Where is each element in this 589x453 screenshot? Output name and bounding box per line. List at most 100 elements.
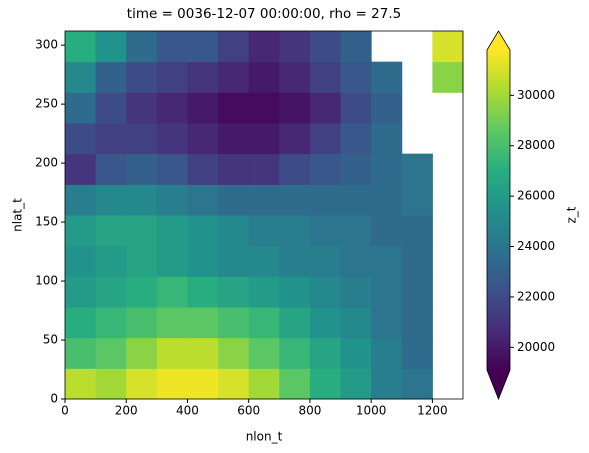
heatmap-cell <box>218 61 250 93</box>
heatmap-cell <box>340 215 372 247</box>
heatmap-cell <box>309 31 342 63</box>
heatmap-cell <box>156 337 188 369</box>
heatmap-cell <box>65 245 97 277</box>
heatmap-cell <box>279 276 311 308</box>
x-tick-label: 400 <box>176 404 199 418</box>
heatmap-cell <box>248 307 280 339</box>
chart-title: time = 0036-12-07 00:00:00, rho = 27.5 <box>127 6 401 22</box>
colorbar-tick-label: 22000 <box>517 289 555 303</box>
heatmap-cell <box>340 184 372 216</box>
heatmap-cell <box>309 307 342 339</box>
heatmap-cell <box>340 31 372 63</box>
heatmap-cell <box>371 245 403 277</box>
heatmap-cell <box>126 215 158 247</box>
heatmap-cell <box>126 61 158 93</box>
y-tick-label: 200 <box>35 156 58 170</box>
heatmap-cell <box>65 368 97 400</box>
heatmap-cell <box>248 368 280 400</box>
x-axis-label: nlon_t <box>246 430 283 444</box>
heatmap-cell <box>371 123 403 155</box>
x-tick-label: 1200 <box>417 404 448 418</box>
colorbar-extend-top <box>487 31 510 50</box>
heatmap-cell <box>65 92 97 124</box>
y-tick-label: 250 <box>35 97 58 111</box>
heatmap-cell <box>156 276 188 308</box>
heatmap-cell <box>309 61 342 93</box>
heatmap-cell <box>401 276 433 308</box>
heatmap-cell <box>340 307 372 339</box>
x-tick-label: 600 <box>237 404 260 418</box>
heatmap-cell <box>401 245 433 277</box>
heatmap-cell <box>95 276 127 308</box>
heatmap-cell <box>65 337 97 369</box>
heatmap-cell <box>187 31 219 63</box>
heatmap-cell <box>95 337 127 369</box>
heatmap-cell <box>279 368 311 400</box>
heatmap-cell <box>279 184 311 216</box>
heatmap-cell <box>218 123 250 155</box>
heatmap-cell <box>156 245 188 277</box>
heatmap-cell <box>371 92 403 124</box>
heatmap-cell <box>156 153 188 185</box>
heatmap-cell <box>279 215 311 247</box>
colorbar-tick-label: 24000 <box>517 239 555 253</box>
heatmap-cell <box>126 368 158 400</box>
heatmap-cell <box>371 276 403 308</box>
heatmap-cell <box>126 337 158 369</box>
heatmap-cell <box>65 307 97 339</box>
colorbar-extend-bottom <box>487 370 510 399</box>
heatmap-cell <box>371 153 403 185</box>
heatmap-cell <box>371 215 403 247</box>
heatmap-cell <box>248 276 280 308</box>
heatmap-cell <box>126 31 158 63</box>
heatmap-cell <box>95 368 127 400</box>
heatmap-cell <box>156 31 188 63</box>
heatmap-cell <box>218 276 250 308</box>
heatmap-cell <box>156 123 188 155</box>
heatmap-cell <box>218 245 250 277</box>
heatmap-cell <box>309 92 342 124</box>
heatmap-cell <box>401 337 433 369</box>
heatmap-cell <box>401 307 433 339</box>
heatmap-cell <box>248 31 280 63</box>
y-tick-label: 300 <box>35 38 58 52</box>
heatmap-cell <box>187 215 219 247</box>
heatmap-cell <box>65 276 97 308</box>
heatmap-cell <box>401 215 433 247</box>
heatmap-cell <box>218 153 250 185</box>
heatmap-cell <box>187 245 219 277</box>
heatmap-cell <box>248 153 280 185</box>
heatmap-cell <box>187 337 219 369</box>
heatmap-cell <box>309 337 342 369</box>
heatmap-cell <box>248 92 280 124</box>
heatmap-cell <box>401 153 433 185</box>
colorbar-frame <box>486 30 511 401</box>
x-tick-label: 0 <box>61 404 69 418</box>
heatmap-cell <box>371 368 403 400</box>
heatmap-cell <box>65 31 97 63</box>
heatmap-cell <box>95 31 127 63</box>
heatmap-cell <box>248 184 280 216</box>
heatmap-cell <box>340 276 372 308</box>
heatmap-cell <box>156 184 188 216</box>
heatmap-cell <box>65 61 97 93</box>
heatmap-cell <box>95 123 127 155</box>
heatmap-cell <box>248 215 280 247</box>
heatmap-cell <box>309 153 342 185</box>
heatmap-cell <box>371 184 403 216</box>
heatmap-cell <box>156 368 188 400</box>
heatmap-cell <box>95 245 127 277</box>
heatmap-cell <box>279 153 311 185</box>
colorbar-tick-label: 30000 <box>517 88 555 102</box>
heatmap-cell <box>279 123 311 155</box>
colorbar-tick-label: 26000 <box>517 189 555 203</box>
heatmap-cell <box>95 92 127 124</box>
heatmap-cell <box>218 307 250 339</box>
heatmap-cell <box>309 245 342 277</box>
heatmap-cell <box>309 215 342 247</box>
heatmap-cell <box>126 276 158 308</box>
heatmap-cell <box>279 337 311 369</box>
heatmap-cell <box>371 337 403 369</box>
heatmap-cell <box>340 153 372 185</box>
